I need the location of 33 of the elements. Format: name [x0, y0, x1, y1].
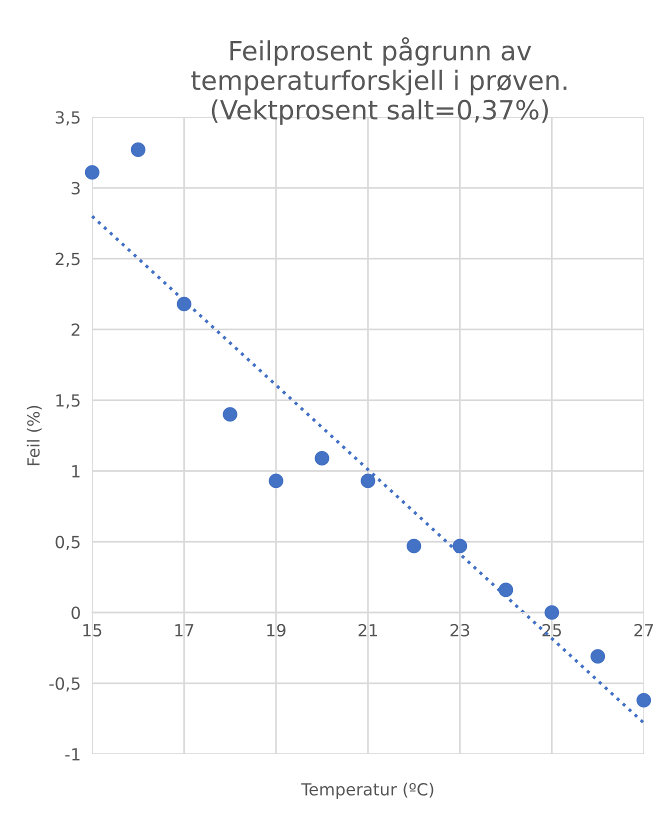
x-tick-label: 23 — [450, 624, 470, 637]
y-tick-label: 2 — [72, 323, 80, 336]
y-tick-label: 3,5 — [56, 111, 80, 126]
y-tick-label: 3 — [72, 182, 80, 194]
point — [636, 692, 652, 708]
y-tick-label: -0,5 — [49, 677, 80, 692]
y-tick-label: -1 — [65, 748, 80, 760]
point — [314, 450, 330, 466]
point — [452, 538, 468, 554]
y-tick-label: 0 — [72, 606, 80, 620]
point — [360, 474, 376, 488]
y-tick-label: 1,5 — [56, 394, 80, 408]
x-tick-label: 27 — [634, 624, 653, 636]
x-tick-label: 25 — [542, 624, 561, 637]
y-axis-title: Feil (%) — [26, 406, 42, 466]
x-tick-label: 17 — [175, 624, 194, 636]
point — [222, 407, 238, 422]
chart-title: Feilprosent pågrunn av temperaturforskjell i prøven. (Vektprosent salt=0,37%) — [191, 37, 566, 125]
point — [590, 649, 606, 664]
x-tick-label: 21 — [358, 624, 378, 636]
x-tick-label: 19 — [267, 624, 286, 637]
point — [406, 538, 422, 554]
x-tick-label: 15 — [83, 624, 102, 637]
y-tick-label: 2,5 — [56, 252, 80, 267]
point — [268, 474, 284, 488]
point — [130, 142, 146, 157]
y-tick-label: 0,5 — [56, 536, 80, 550]
point — [498, 582, 514, 598]
point — [544, 605, 560, 620]
x-axis-title: Temperatur (ºC) — [301, 782, 434, 799]
point — [176, 296, 192, 312]
point — [84, 165, 100, 180]
y-tick-label: 1 — [72, 465, 80, 478]
